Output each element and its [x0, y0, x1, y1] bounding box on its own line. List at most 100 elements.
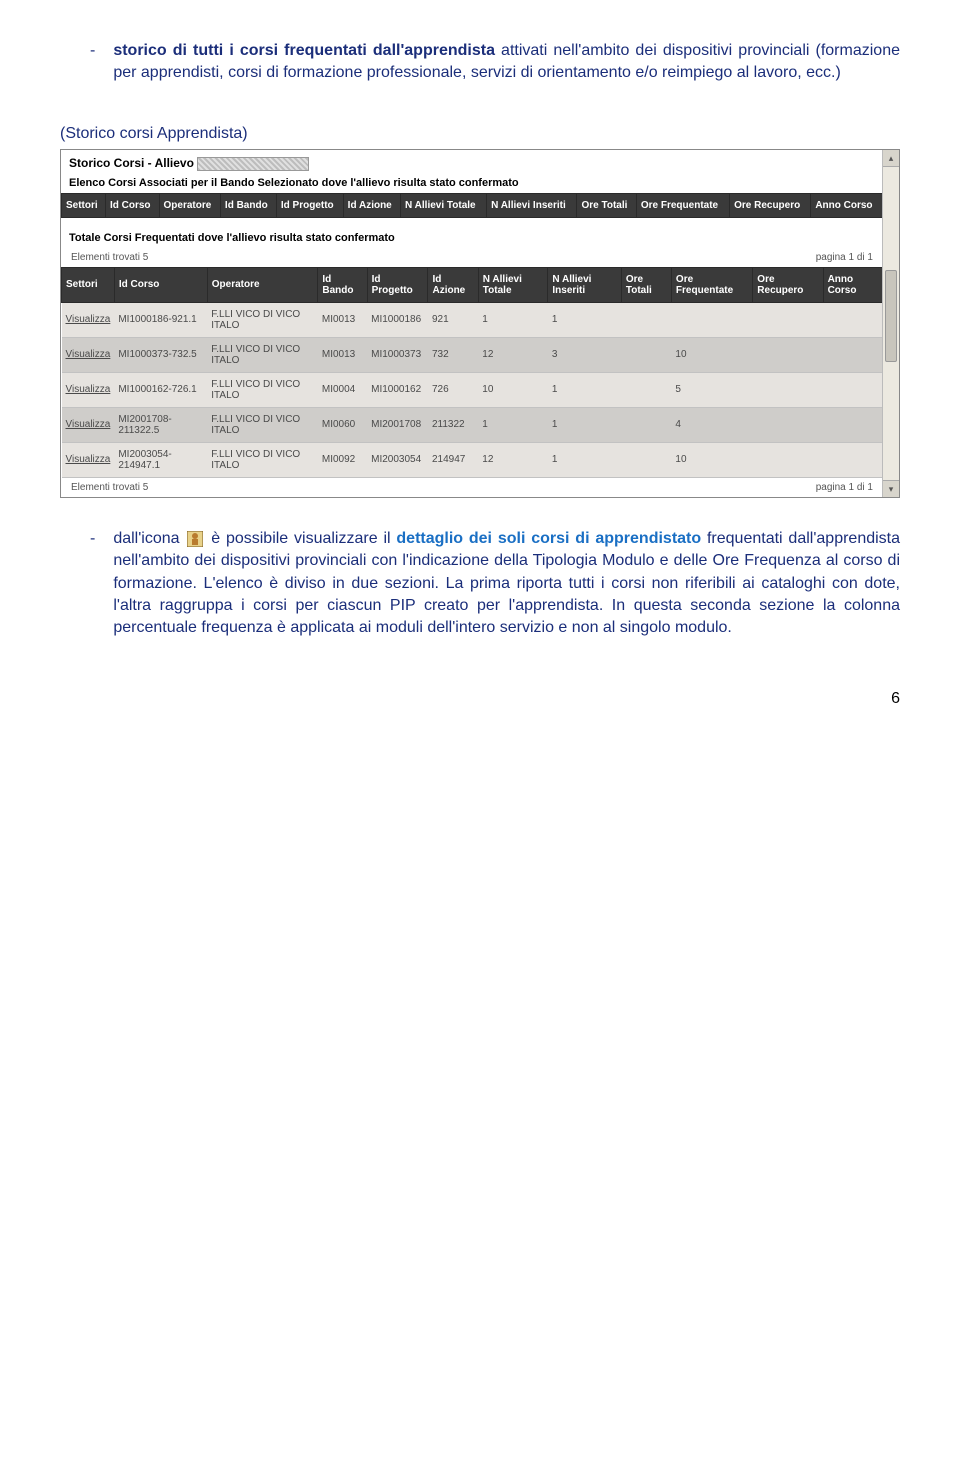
cell-ore-tot — [621, 302, 671, 337]
cell-ore-freq: 10 — [671, 442, 752, 477]
th: Id Bando — [220, 193, 276, 217]
screenshot-meta-bottom: Elementi trovati 5 pagina 1 di 1 — [61, 478, 883, 497]
cell-operatore: F.LLI VICO DI VICO ITALO — [207, 302, 318, 337]
cell-ore-freq: 5 — [671, 372, 752, 407]
cell-anno — [823, 442, 882, 477]
cell-bando: MI0004 — [318, 372, 367, 407]
cell-n-allievi-ins: 1 — [548, 372, 621, 407]
th: N Allievi Inseriti — [487, 193, 577, 217]
cell-n-allievi-tot: 1 — [478, 407, 548, 442]
meta-left: Elementi trovati 5 — [71, 252, 148, 263]
bullet-paragraph-2: - dall'icona è possibile visualizzare il… — [90, 528, 900, 640]
screenshot-title: Storico Corsi - Allievo — [69, 156, 197, 170]
th: Id Bando — [318, 267, 367, 302]
cell-anno — [823, 372, 882, 407]
meta-left-2: Elementi trovati 5 — [71, 482, 148, 493]
screenshot-title-row: Storico Corsi - Allievo — [61, 150, 883, 173]
cell-idcorso: MI1000162-726.1 — [114, 372, 207, 407]
cell-idcorso: MI2003054-214947.1 — [114, 442, 207, 477]
th: Ore Recupero — [753, 267, 823, 302]
para2-mid1: è possibile visualizzare il — [205, 530, 396, 547]
scroll-up-button[interactable]: ▴ — [883, 150, 899, 167]
scrollbar[interactable]: ▴ ▾ — [882, 150, 899, 497]
th: Ore Totali — [577, 193, 636, 217]
th: Operatore — [207, 267, 318, 302]
screenshot-subtitle-1: Elenco Corsi Associati per il Bando Sele… — [61, 173, 883, 193]
th: Id Azione — [343, 193, 400, 217]
page-number: 6 — [60, 690, 900, 708]
cell-progetto: MI2001708 — [367, 407, 428, 442]
visualizza-link[interactable]: Visualizza — [62, 442, 115, 477]
paragraph-2-text: dall'icona è possibile visualizzare il d… — [113, 528, 900, 640]
cell-bando: MI0092 — [318, 442, 367, 477]
visualizza-link[interactable]: Visualizza — [62, 372, 115, 407]
scroll-thumb[interactable] — [885, 270, 897, 362]
cell-ore-rec — [753, 407, 823, 442]
cell-operatore: F.LLI VICO DI VICO ITALO — [207, 442, 318, 477]
cell-ore-tot — [621, 337, 671, 372]
cell-ore-freq: 10 — [671, 337, 752, 372]
th: Id Progetto — [367, 267, 428, 302]
para1-lead: storico di tutti i corsi frequentati dal… — [113, 42, 495, 59]
th: Ore Recupero — [730, 193, 811, 217]
bullet-dash-2: - — [90, 528, 95, 550]
th: Settori — [62, 193, 106, 217]
cell-n-allievi-ins: 1 — [548, 442, 621, 477]
redacted-name — [197, 157, 309, 171]
th: Ore Frequentate — [671, 267, 752, 302]
screenshot-meta-top: Elementi trovati 5 pagina 1 di 1 — [61, 248, 883, 267]
visualizza-link[interactable]: Visualizza — [62, 337, 115, 372]
cell-azione: 211322 — [428, 407, 478, 442]
cell-ore-tot — [621, 442, 671, 477]
cell-operatore: F.LLI VICO DI VICO ITALO — [207, 337, 318, 372]
visualizza-link[interactable]: Visualizza — [62, 302, 115, 337]
cell-n-allievi-tot: 10 — [478, 372, 548, 407]
visualizza-link[interactable]: Visualizza — [62, 407, 115, 442]
th: N Allievi Totale — [478, 267, 548, 302]
storico-corsi-screenshot: ▴ ▾ Storico Corsi - Allievo Elenco Corsi… — [60, 149, 900, 498]
para2-pre: dall'icona — [113, 530, 185, 547]
table-row: VisualizzaMI1000186-921.1F.LLI VICO DI V… — [62, 302, 883, 337]
table-row: VisualizzaMI2003054-214947.1F.LLI VICO D… — [62, 442, 883, 477]
para2-link: dettaglio dei soli corsi di apprendistat… — [396, 530, 701, 547]
cell-ore-freq — [671, 302, 752, 337]
cell-progetto: MI1000186 — [367, 302, 428, 337]
table-row: VisualizzaMI1000373-732.5F.LLI VICO DI V… — [62, 337, 883, 372]
table-empty: Settori Id Corso Operatore Id Bando Id P… — [61, 193, 883, 218]
cell-progetto: MI1000373 — [367, 337, 428, 372]
paragraph-1-text: storico di tutti i corsi frequentati dal… — [113, 40, 900, 85]
cell-ore-rec — [753, 372, 823, 407]
cell-bando: MI0013 — [318, 337, 367, 372]
cell-operatore: F.LLI VICO DI VICO ITALO — [207, 407, 318, 442]
cell-n-allievi-tot: 12 — [478, 442, 548, 477]
cell-idcorso: MI2001708-211322.5 — [114, 407, 207, 442]
th: N Allievi Totale — [401, 193, 487, 217]
table-header-row-2: Settori Id Corso Operatore Id Bando Id P… — [62, 267, 883, 302]
detail-icon — [187, 531, 203, 547]
cell-ore-freq: 4 — [671, 407, 752, 442]
th: Anno Corso — [811, 193, 883, 217]
table-corsi: Settori Id Corso Operatore Id Bando Id P… — [61, 267, 883, 478]
cell-anno — [823, 337, 882, 372]
cell-azione: 726 — [428, 372, 478, 407]
cell-ore-rec — [753, 442, 823, 477]
th: Id Corso — [105, 193, 159, 217]
scroll-down-button[interactable]: ▾ — [883, 480, 899, 497]
cell-azione: 732 — [428, 337, 478, 372]
screenshot-subtitle-2: Totale Corsi Frequentati dove l'allievo … — [61, 228, 883, 248]
cell-bando: MI0013 — [318, 302, 367, 337]
cell-progetto: MI1000162 — [367, 372, 428, 407]
cell-progetto: MI2003054 — [367, 442, 428, 477]
bullet-paragraph-1: - storico di tutti i corsi frequentati d… — [90, 40, 900, 85]
th: Anno Corso — [823, 267, 882, 302]
cell-azione: 214947 — [428, 442, 478, 477]
cell-idcorso: MI1000373-732.5 — [114, 337, 207, 372]
cell-n-allievi-ins: 3 — [548, 337, 621, 372]
th: Id Corso — [114, 267, 207, 302]
cell-n-allievi-ins: 1 — [548, 302, 621, 337]
th: Ore Totali — [621, 267, 671, 302]
cell-n-allievi-tot: 12 — [478, 337, 548, 372]
table-header-row-1: Settori Id Corso Operatore Id Bando Id P… — [62, 193, 883, 217]
th: Operatore — [159, 193, 220, 217]
table-row: VisualizzaMI1000162-726.1F.LLI VICO DI V… — [62, 372, 883, 407]
